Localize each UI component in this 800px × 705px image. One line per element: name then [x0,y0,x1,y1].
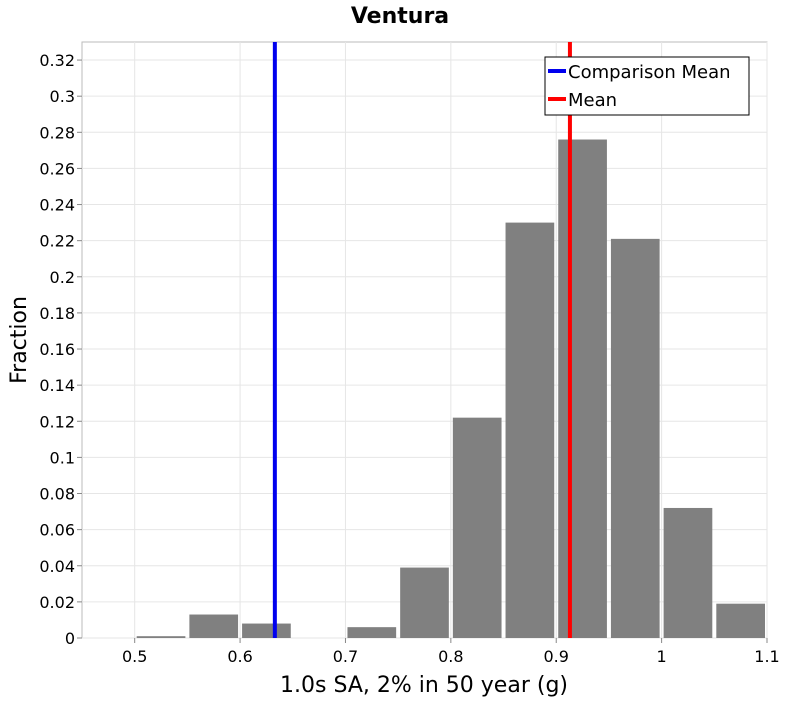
histogram-bar-3 [347,627,397,638]
y-tick-label: 0.16 [39,340,75,359]
legend-label-comparison-mean: Comparison Mean [568,62,731,83]
y-tick-label: 0.2 [50,268,75,287]
x-axis-ticks: 0.5 0.6 0.7 0.8 0.9 1 1.1 [122,638,780,666]
y-tick-label: 0.18 [39,304,75,323]
y-tick-label: 0.32 [39,51,75,70]
x-tick-label: 0.6 [227,647,252,666]
histogram-bar-6 [505,222,555,638]
legend-label-mean: Mean [568,90,617,111]
y-axis-title: Fraction [7,296,32,384]
y-tick-label: 0.02 [39,593,75,612]
reference-lines [272,42,572,638]
y-tick-label: 0.22 [39,232,75,251]
histogram-bars [136,139,765,639]
y-tick-label: 0.04 [39,557,75,576]
x-tick-label: 0.7 [333,647,358,666]
histogram-bar-5 [452,417,502,638]
y-tick-label: 0 [65,629,75,648]
x-tick-label: 1 [657,647,667,666]
legend: Comparison Mean Mean [544,56,750,116]
histogram-bar-1 [189,614,239,638]
x-tick-label: 0.8 [438,647,463,666]
histogram-bar-8 [610,238,660,639]
y-tick-label: 0.28 [39,123,75,142]
y-tick-label: 0.12 [39,412,75,431]
x-tick-label: 0.9 [544,647,569,666]
x-tick-label: 1.1 [754,647,779,666]
y-tick-label: 0.24 [39,196,75,215]
histogram-bar-2 [242,623,291,638]
y-tick-label: 0.08 [39,485,75,504]
y-tick-label: 0.3 [50,87,75,106]
legend-box [544,56,750,116]
x-tick-label: 0.5 [122,647,147,666]
histogram-bar-7 [558,139,607,638]
y-tick-label: 0.06 [39,521,75,540]
y-axis-ticks: 0 0.02 0.04 0.06 0.08 0.1 0.12 0.14 0.16 0.18 0.2 0… [39,51,82,648]
histogram-bar-10 [716,603,765,638]
histogram-bar-9 [663,507,713,638]
histogram-bar-0 [136,636,186,638]
histogram-bar-4 [400,567,449,638]
x-axis-title: 1.0s SA, 2% in 50 year (g) [280,673,568,698]
y-tick-label: 0.14 [39,376,75,395]
chart-title: Ventura [351,4,449,29]
y-tick-label: 0.26 [39,159,75,178]
y-tick-label: 0.1 [50,448,75,467]
